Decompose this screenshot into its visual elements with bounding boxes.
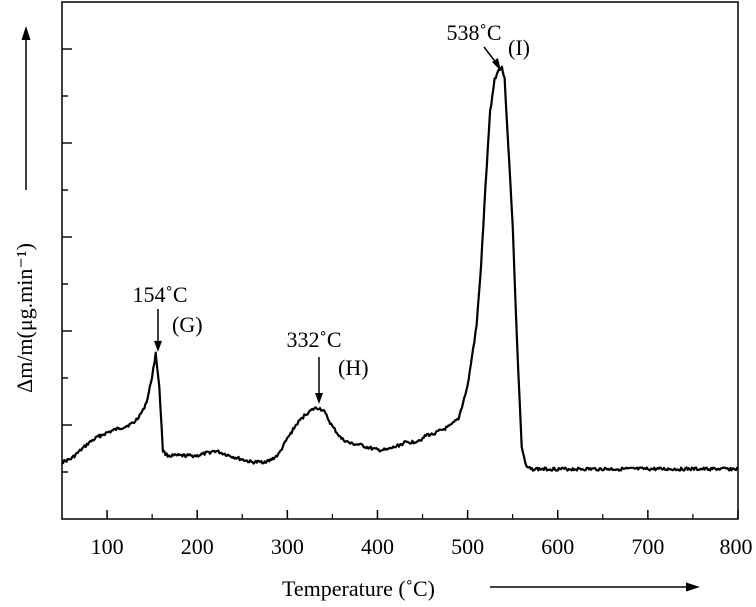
x-tick-label-600: 600: [541, 534, 574, 559]
annotation-peak-H: (H): [338, 355, 369, 380]
x-tick-label-100: 100: [91, 534, 124, 559]
annotation-arrowhead-I-icon: [492, 58, 501, 71]
annotation-arrowhead-H-icon: [315, 393, 323, 405]
x-tick-label-300: 300: [271, 534, 304, 559]
annotation-temp-I: 538˚C: [447, 20, 502, 45]
x-axis-arrowhead-icon: [686, 582, 700, 592]
series-group: [61, 65, 739, 472]
x-axis-title: Temperature (˚C): [282, 576, 435, 601]
annotation-peak-I: (I): [508, 35, 530, 60]
annotation-peak-G: (G): [172, 312, 203, 337]
x-tick-label-200: 200: [181, 534, 214, 559]
annotation-arrowhead-G-icon: [154, 340, 162, 352]
plot-frame: [61, 1, 739, 520]
x-tick-label-400: 400: [361, 534, 394, 559]
annotation-group: 154˚C (G) 332˚C (H) 538˚C (I): [133, 20, 530, 405]
x-tick-label-500: 500: [451, 534, 484, 559]
tick-group: 100 200 300 400 500 600 700 800: [62, 48, 753, 559]
annotation-temp-H: 332˚C: [287, 327, 342, 352]
series-line-0: [61, 65, 739, 472]
y-axis-arrowhead-icon: [21, 26, 31, 40]
y-axis-title: Δm/m(μg.min⁻¹): [12, 243, 37, 393]
x-tick-label-800: 800: [720, 534, 753, 559]
x-tick-label-700: 700: [631, 534, 664, 559]
annotation-temp-G: 154˚C: [133, 282, 188, 307]
